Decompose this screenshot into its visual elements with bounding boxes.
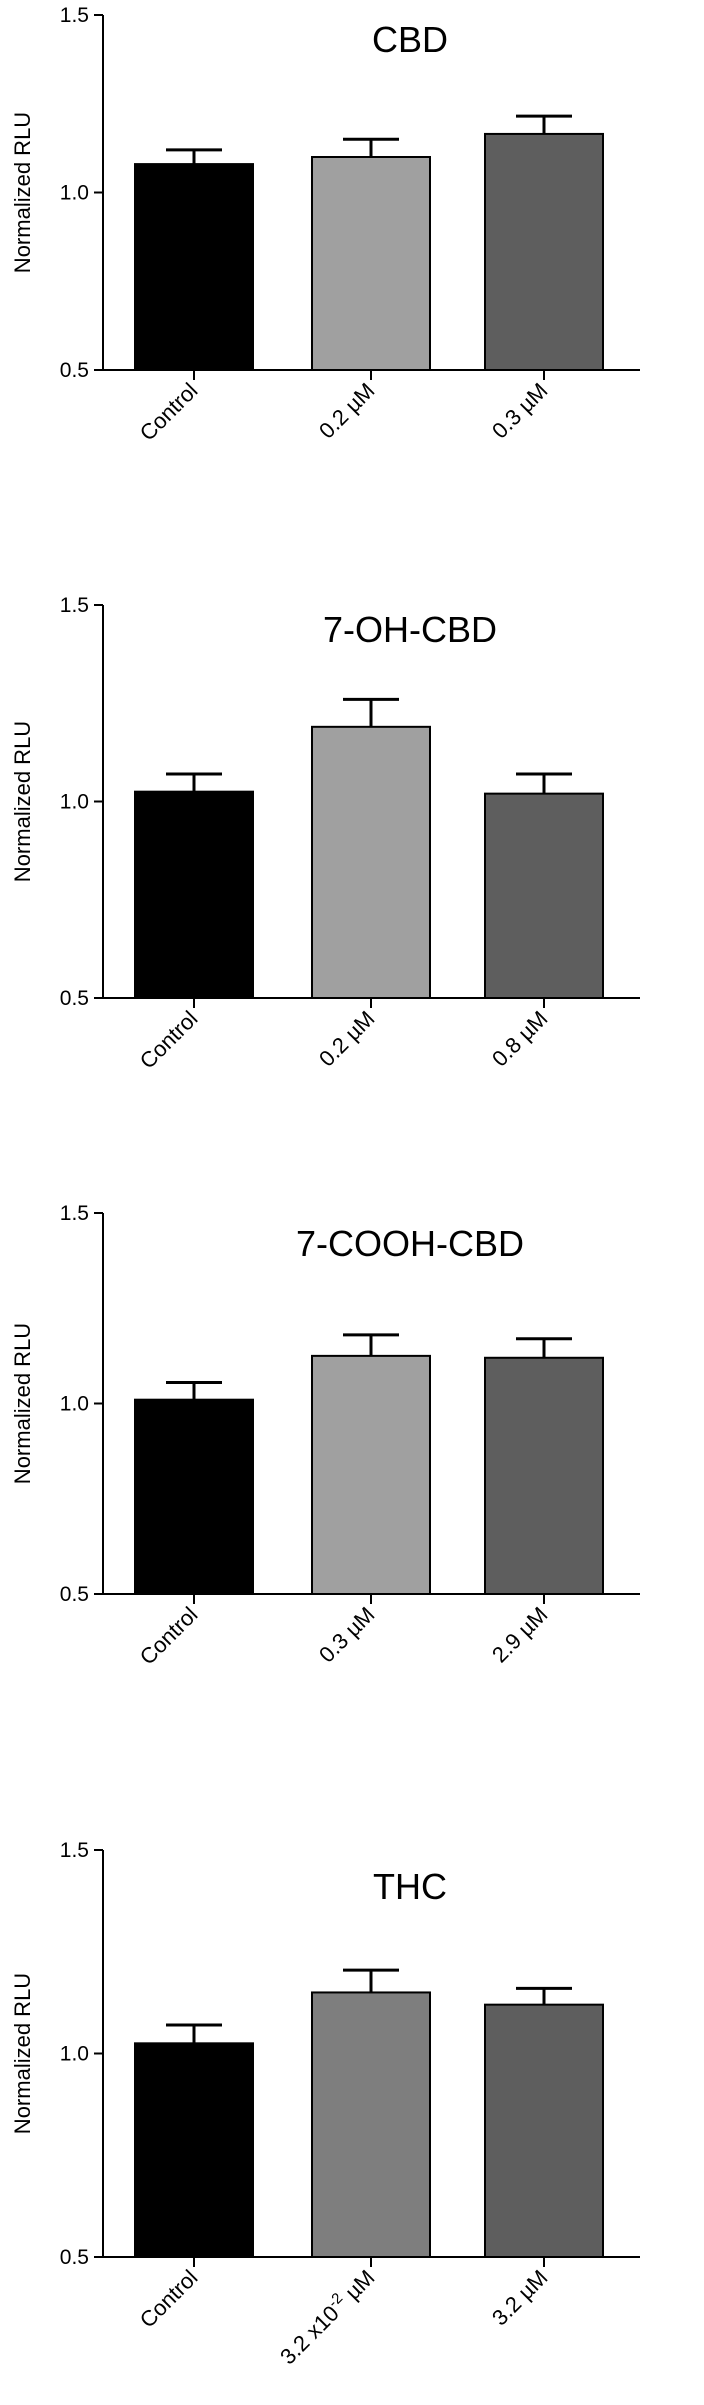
y-tick-label: 0.5 [60, 1583, 89, 1606]
chart-panel-4: THC Normalized RLU 0.5 1.0 1.5 Control 3.2 x10… [10, 1839, 640, 2369]
chart-panel-3: 7-COOH-CBD Normalized RLU 0.5 1.0 1.5 Control… [10, 1202, 640, 1670]
bar-2 [311, 156, 431, 371]
y-tick-label: 1.0 [60, 2043, 89, 2066]
error-bar-3 [516, 114, 572, 134]
error-bar-1 [166, 2023, 222, 2044]
x-category-label: 0.3 µM [314, 1602, 380, 1668]
y-tick-label: 1.5 [60, 1839, 89, 1862]
y-tick-label: 1.0 [60, 791, 89, 814]
bar-1 [134, 163, 254, 371]
y-tick-label: 1.0 [60, 1393, 89, 1416]
error-bar-2 [343, 697, 399, 727]
bar-3 [484, 132, 604, 371]
x-category-label: 0.8 µM [487, 1006, 553, 1072]
chart-panel-2: 7-OH-CBD Normalized RLU 0.5 1.0 1.5 Control 0.… [10, 594, 640, 1074]
chart-title: 7-COOH-CBD [296, 1223, 524, 1264]
y-axis-label: Normalized RLU [10, 112, 35, 273]
bar-3 [484, 2003, 604, 2259]
y-tick-label: 0.5 [60, 2246, 89, 2269]
x-category-label: 2.9 µM [487, 1602, 553, 1668]
y-tick-label: 1.5 [60, 594, 89, 617]
error-bar-1 [166, 1381, 222, 1400]
bar-3 [484, 1356, 604, 1596]
y-axis-label: Normalized RLU [10, 1973, 35, 2134]
x-category-label: Control [135, 378, 203, 446]
x-category-label: Control [135, 1602, 203, 1670]
y-tick-label: 0.5 [60, 987, 89, 1010]
bar-2 [311, 1354, 431, 1595]
error-bar-2 [343, 137, 399, 157]
chart-title: CBD [372, 19, 448, 60]
error-bar-3 [516, 772, 572, 794]
x-category-label: 0.2 µM [314, 378, 380, 444]
y-tick-label: 1.5 [60, 1202, 89, 1225]
x-category-label: 3.2 x10-2 µM [274, 2263, 380, 2369]
y-tick-label: 1.0 [60, 182, 89, 205]
y-axis-label: Normalized RLU [10, 1323, 35, 1484]
y-tick-label: 1.5 [60, 4, 89, 27]
x-category-label: 3.2 µM [487, 2265, 553, 2331]
error-bar-2 [343, 1333, 399, 1356]
error-bar-1 [166, 148, 222, 165]
chart-title: THC [373, 1866, 447, 1907]
y-tick-label: 0.5 [60, 359, 89, 382]
bar-3 [484, 792, 604, 1000]
x-category-label: 0.2 µM [314, 1006, 380, 1072]
bar-2 [311, 725, 431, 1000]
x-category-label: Control [135, 2265, 203, 2333]
x-label-main: 3.2 x10 [275, 2301, 344, 2370]
chart-title: 7-OH-CBD [323, 609, 497, 650]
error-bar-3 [516, 1986, 572, 2005]
y-axis-label: Normalized RLU [10, 721, 35, 882]
error-bar-1 [166, 772, 222, 792]
x-category-label: Control [135, 1006, 203, 1074]
bar-2 [311, 1991, 431, 2258]
chart-panel-1: CBD Normalized RLU 0.5 1.0 1.5 Control 0.2 µM 0… [10, 4, 640, 446]
error-bar-3 [516, 1337, 572, 1358]
error-bar-2 [343, 1968, 399, 1993]
bar-1 [134, 790, 254, 999]
x-category-label: 0.3 µM [487, 378, 553, 444]
bar-1 [134, 2042, 254, 2258]
bar-1 [134, 1398, 254, 1595]
